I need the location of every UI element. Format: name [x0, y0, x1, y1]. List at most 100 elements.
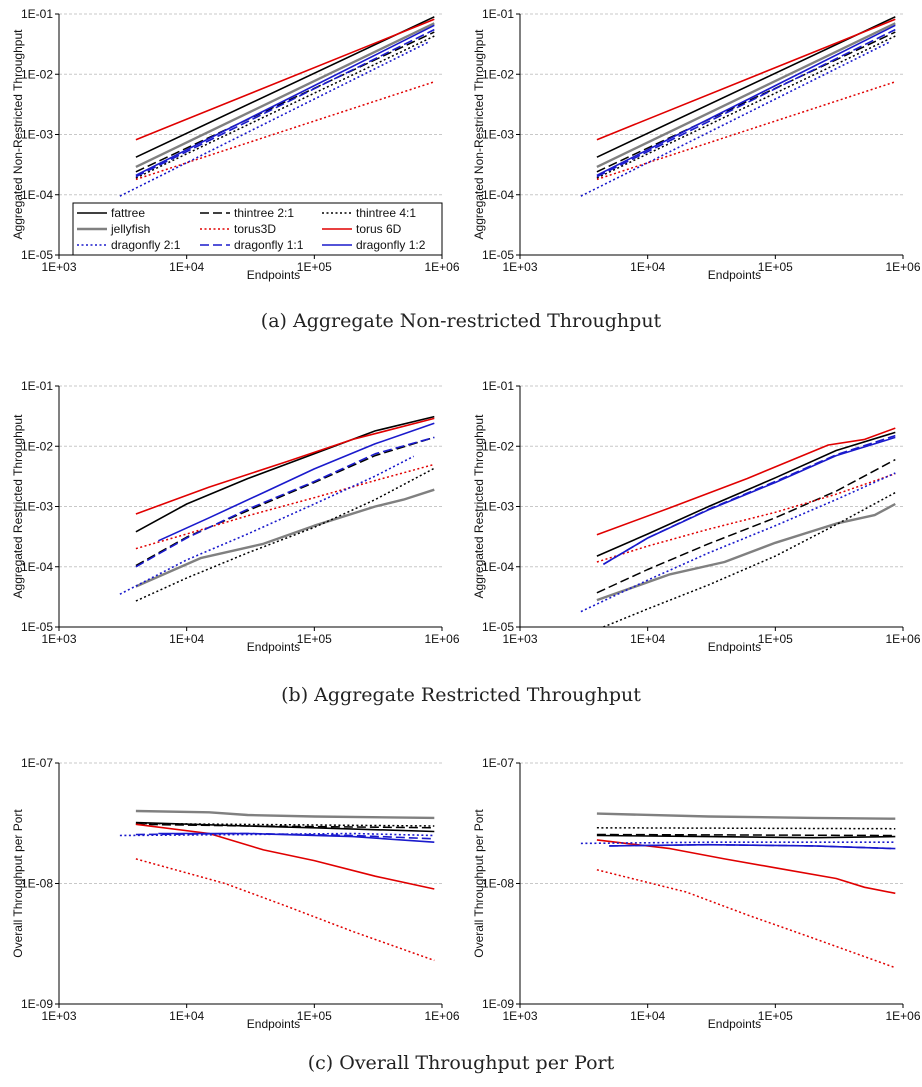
series-line-jellyfish	[596, 502, 896, 602]
x-tick-label: 1E+04	[169, 1009, 204, 1023]
series-line-torus3d	[135, 858, 435, 962]
x-tick-label: 1E+04	[169, 632, 204, 646]
x-tick-label: 1E+05	[758, 1009, 793, 1023]
series-line-torus-6d	[135, 417, 435, 515]
y-tick-label: 1E-04	[21, 560, 53, 574]
legend-label-fattree: fattree	[111, 206, 145, 220]
series-line-thintree-2-1	[135, 823, 435, 829]
series-line-dragonfly-2-1	[580, 472, 896, 613]
caption-c: (c) Overall Throughput per Port	[307, 1052, 615, 1074]
x-axis-label: Endpoints	[247, 1017, 300, 1031]
series-line-dragonfly-1-1	[135, 436, 435, 568]
y-tick-label: 1E-02	[21, 67, 53, 81]
series-line-fattree	[135, 16, 435, 158]
legend-box	[72, 202, 443, 256]
y-tick-label: 1E-09	[21, 997, 53, 1011]
x-tick-label: 1E+06	[424, 260, 459, 274]
series-line-thintree-2-1	[596, 458, 896, 594]
legend-label-dragonfly-1-1: dragonfly 1:1	[234, 238, 304, 252]
series-line-thintree-2-1	[596, 31, 896, 173]
series-group	[119, 16, 435, 197]
chart-c-left-svg: 1E-09 1E-08 1E-07 1E+03 1E+04 1E+05 1E+06 Endpo…	[11, 756, 460, 1031]
series-line-fattree	[596, 834, 896, 839]
x-tick-label: 1E+04	[169, 260, 204, 274]
series-line-torus3d	[596, 81, 896, 181]
series-line-dragonfly-2-1	[580, 40, 891, 197]
x-axis-label: Endpoints	[708, 268, 761, 282]
x-tick-label: 1E+05	[758, 632, 793, 646]
series-line-jellyfish	[135, 488, 435, 588]
series-line-dragonfly-2-1	[580, 841, 896, 845]
x-tick-label: 1E+05	[297, 1009, 332, 1023]
series-line-thintree-4-1	[135, 467, 435, 602]
x-tick-label: 1E+04	[630, 632, 665, 646]
series-line-jellyfish	[596, 22, 896, 168]
y-axis-label: Overall Throughput per Port	[11, 809, 25, 958]
series-group	[119, 809, 435, 962]
y-axis-label: Aggregated Non-Restricted Throughput	[472, 29, 486, 240]
series-line-torus-6d	[596, 18, 896, 141]
y-tick-label: 1E-05	[482, 620, 514, 634]
x-tick-label: 1E+06	[424, 1009, 459, 1023]
x-tick-label: 1E+05	[758, 260, 793, 274]
y-tick-label: 1E-03	[482, 500, 514, 514]
series-line-fattree	[596, 431, 896, 557]
series-line-dragonfly-1-2	[158, 832, 435, 843]
x-tick-label: 1E+03	[41, 1009, 76, 1023]
y-tick-label: 1E-04	[21, 188, 53, 202]
series-line-dragonfly-1-1	[596, 28, 896, 178]
y-tick-label: 1E-02	[21, 439, 53, 453]
series-line-dragonfly-1-2	[602, 436, 896, 565]
x-tick-label: 1E+03	[41, 632, 76, 646]
series-line-torus3d	[596, 869, 896, 969]
y-axis-label: Aggregated Restricted Throughput	[472, 414, 486, 599]
series-line-dragonfly-1-2	[135, 24, 435, 177]
series-line-jellyfish	[596, 812, 896, 820]
series-line-torus-6d	[135, 823, 435, 890]
series-line-torus-6d	[596, 839, 896, 895]
chart-b-left: 1E-05 1E-04 1E-03 1E-02 1E-01 1E+03 1E+04 1E+05…	[0, 372, 461, 657]
chart-c-right: 1E-09 1E-08 1E-07 1E+03 1E+04 1E+05 1E+06 Endpo…	[461, 749, 922, 1034]
y-tick-label: 1E-01	[482, 379, 514, 393]
x-tick-label: 1E+03	[502, 1009, 537, 1023]
chart-c-left: 1E-09 1E-08 1E-07 1E+03 1E+04 1E+05 1E+06 Endpo…	[0, 749, 461, 1034]
x-tick-label: 1E+03	[502, 632, 537, 646]
y-axis-label: Aggregated Restricted Throughput	[11, 414, 25, 599]
y-tick-label: 1E-08	[482, 877, 514, 891]
series-line-jellyfish	[135, 22, 435, 168]
chart-b-right: 1E-05 1E-04 1E-03 1E-02 1E-01 1E+03 1E+04 1E+05…	[461, 372, 922, 657]
series-group	[580, 812, 896, 969]
series-group	[580, 16, 896, 197]
y-tick-label: 1E-05	[482, 248, 514, 262]
chart-a-left-svg: 1E-05 1E-04 1E-03 1E-02 1E-01 1E+03 1E+04 1E+05…	[11, 7, 460, 282]
x-tick-label: 1E+06	[424, 632, 459, 646]
x-tick-label: 1E+05	[297, 632, 332, 646]
series-line-dragonfly-1-2	[609, 843, 896, 850]
y-tick-label: 1E-05	[21, 248, 53, 262]
y-tick-label: 1E-02	[482, 67, 514, 81]
series-line-torus3d	[135, 81, 435, 181]
series-line-dragonfly-1-1	[135, 28, 435, 178]
y-tick-label: 1E-03	[482, 128, 514, 142]
y-tick-label: 1E-09	[482, 997, 514, 1011]
legend-label-jellyfish: jellyfish	[110, 222, 150, 236]
chart-b-right-svg: 1E-05 1E-04 1E-03 1E-02 1E-01 1E+03 1E+04 1E+05…	[472, 379, 921, 654]
y-tick-label: 1E-03	[21, 128, 53, 142]
series-line-torus-6d	[596, 427, 896, 536]
legend-label-dragonfly-1-2: dragonfly 1:2	[356, 238, 426, 252]
y-tick-label: 1E-04	[482, 188, 514, 202]
y-tick-label: 1E-02	[482, 439, 514, 453]
caption-a: (a) Aggregate Non-restricted Throughput	[260, 310, 662, 332]
chart-a-right: 1E-05 1E-04 1E-03 1E-02 1E-01 1E+03 1E+04 1E+05…	[461, 0, 922, 285]
series-line-thintree-4-1	[596, 827, 896, 830]
series-line-thintree-4-1	[596, 35, 896, 179]
x-tick-label: 1E+06	[885, 260, 920, 274]
caption-b: (b) Aggregate Restricted Throughput	[281, 684, 641, 706]
series-line-thintree-4-1	[135, 35, 435, 179]
x-tick-label: 1E+06	[885, 632, 920, 646]
x-axis-label: Endpoints	[708, 1017, 761, 1031]
y-tick-label: 1E-03	[21, 500, 53, 514]
legend-label-dragonfly-2-1: dragonfly 2:1	[111, 238, 181, 252]
x-axis-label: Endpoints	[247, 640, 300, 654]
series-line-fattree	[135, 415, 435, 533]
